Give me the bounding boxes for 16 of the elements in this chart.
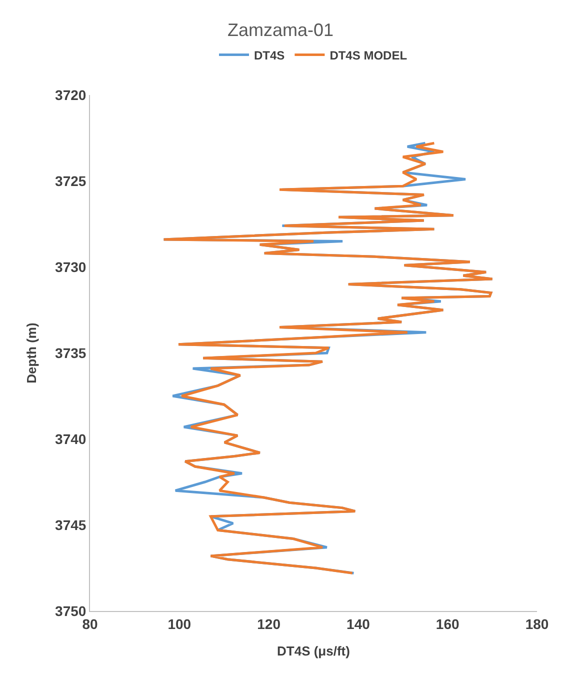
y-tick-label: 3725 bbox=[55, 172, 86, 189]
x-tick-label: 120 bbox=[257, 616, 281, 632]
y-tick-label: 3730 bbox=[55, 258, 86, 275]
chart-title: Zamzama-01 bbox=[227, 20, 334, 40]
y-tick-label: 3740 bbox=[55, 430, 86, 447]
y-tick-label: 3745 bbox=[55, 516, 86, 533]
legend-label: DT4S bbox=[254, 48, 285, 62]
x-tick-label: 160 bbox=[436, 616, 460, 632]
y-axis-title: Depth (m) bbox=[24, 322, 39, 384]
x-tick-label: 140 bbox=[346, 616, 370, 632]
x-tick-label: 100 bbox=[168, 616, 192, 632]
y-tick-label: 3720 bbox=[55, 86, 86, 103]
x-axis-title: DT4S (μs/ft) bbox=[277, 643, 350, 658]
legend-label: DT4S MODEL bbox=[330, 48, 408, 62]
y-tick-label: 3735 bbox=[55, 344, 86, 361]
x-tick-label: 180 bbox=[525, 616, 549, 632]
